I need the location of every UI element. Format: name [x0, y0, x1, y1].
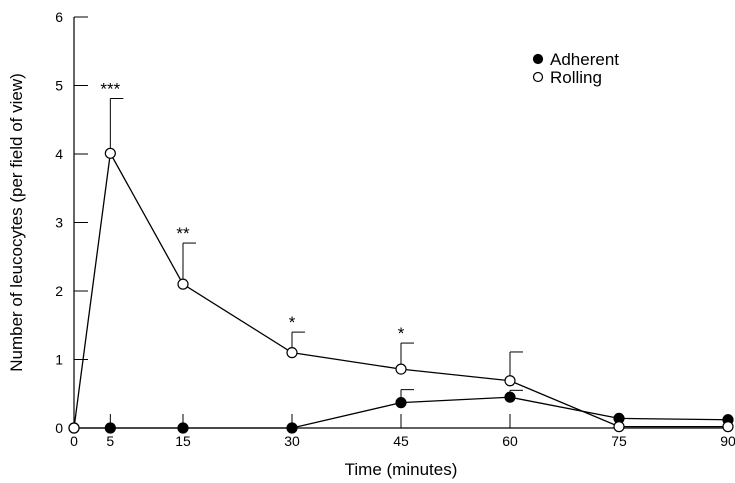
legend-marker-rolling	[532, 71, 544, 83]
x-tick-label: 30	[284, 433, 300, 449]
significance-label: *	[398, 324, 405, 343]
data-point-rolling	[177, 278, 189, 290]
data-point-rolling	[613, 421, 625, 433]
y-tick-label: 6	[55, 9, 63, 25]
x-tick-label: 75	[611, 433, 627, 449]
y-tick-label: 3	[55, 215, 63, 231]
y-tick-label: 5	[55, 78, 63, 94]
x-axis-title: Time (minutes)	[345, 460, 458, 479]
data-point-adherent	[286, 422, 298, 434]
error-bars	[109, 98, 523, 403]
y-tick-label: 2	[55, 283, 63, 299]
data-point-rolling	[504, 375, 516, 387]
legend-label-rolling: Rolling	[550, 68, 602, 87]
data-point-adherent	[395, 397, 407, 409]
series-markers	[68, 147, 734, 434]
series-lines	[73, 151, 729, 429]
y-tick-label: 0	[55, 420, 63, 436]
y-tick-label: 4	[55, 146, 63, 162]
x-tick-label: 60	[502, 433, 518, 449]
data-point-rolling	[68, 422, 80, 434]
data-point-rolling	[395, 363, 407, 375]
x-tick-label: 15	[175, 433, 191, 449]
series-line-adherent	[74, 396, 729, 429]
x-tick-label: 0	[70, 433, 78, 449]
y-axis-title: Number of leucocytes (per field of view)	[7, 73, 26, 372]
significance-label: *	[289, 313, 296, 332]
significance-label: ***	[100, 80, 120, 99]
data-point-rolling	[286, 347, 298, 359]
x-tick-label: 5	[106, 433, 114, 449]
data-point-adherent	[104, 422, 116, 434]
x-tick-label: 90	[720, 433, 735, 449]
data-point-adherent	[177, 422, 189, 434]
data-point-rolling	[104, 147, 116, 159]
data-point-adherent	[504, 391, 516, 403]
significance-annotations: *******	[100, 80, 404, 344]
significance-label: **	[176, 224, 190, 243]
legend-label-adherent: Adherent	[550, 50, 619, 69]
x-tick-label: 45	[393, 433, 409, 449]
legend-marker-adherent	[532, 53, 544, 65]
data-point-rolling	[722, 421, 734, 433]
series-line-rolling	[73, 151, 728, 429]
y-tick-label: 1	[55, 352, 63, 368]
